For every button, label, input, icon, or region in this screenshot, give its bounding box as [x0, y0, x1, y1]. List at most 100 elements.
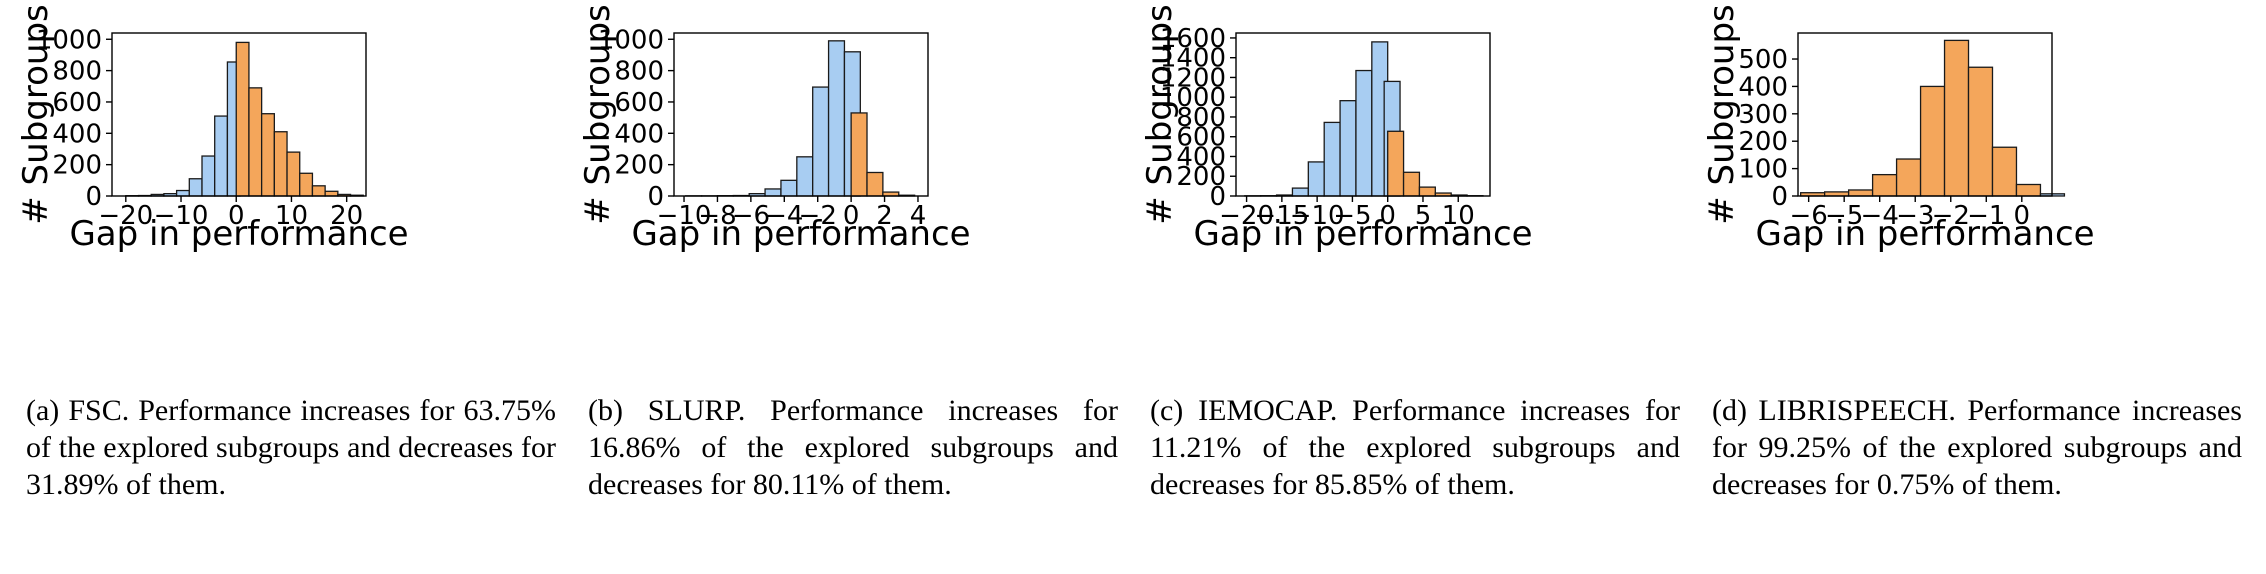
histogram-bar-2: [1847, 189, 1874, 197]
y-tick-label: 1000: [36, 25, 102, 55]
histogram-bar-12: [1418, 186, 1436, 197]
y-axis-label: # Subgroups: [16, 4, 56, 224]
y-tick-label: 600: [1176, 123, 1226, 153]
histogram-bar-6: [1943, 39, 1970, 197]
plot-frame: [673, 32, 929, 197]
histogram-bar-5: [1919, 85, 1946, 197]
histogram-bar-5: [764, 188, 782, 197]
x-tick-label: 0: [843, 201, 860, 231]
caption-librispeech: (d) LIBRISPEECH. Performance increases f…: [1712, 394, 2242, 501]
y-tick-label: 1200: [1160, 63, 1226, 93]
histogram-bar-4: [1895, 158, 1922, 197]
y-tick-label: 400: [614, 119, 664, 149]
x-tick-label: −3: [1896, 201, 1934, 231]
y-tick-label: 1000: [1160, 83, 1226, 113]
histogram-bar-11: [850, 112, 868, 197]
y-tick-label: 200: [614, 151, 664, 181]
caption-slurp: (b) SLURP. Performance increases for 16.…: [588, 394, 1118, 501]
histogram-bar-4: [175, 189, 190, 197]
histogram-bar-4: [1307, 161, 1325, 197]
x-tick-label: −5: [1333, 201, 1371, 231]
histogram-bar-11: [260, 113, 275, 197]
x-tick-label: −10: [657, 201, 712, 231]
x-tick-label: −15: [1254, 201, 1309, 231]
x-tick-label: 0: [1379, 201, 1396, 231]
y-tick-label: 500: [1738, 45, 1788, 75]
histogram-bar-12: [273, 131, 288, 197]
histogram-bar-3: [1291, 187, 1309, 197]
y-tick-label: 0: [85, 182, 102, 212]
histogram-bar-10: [248, 87, 263, 197]
histogram-bar-15: [311, 185, 326, 197]
x-tick-label: −1: [1967, 201, 2005, 231]
histogram-bar-7: [214, 115, 229, 197]
y-tick-label: 200: [1738, 127, 1788, 157]
histogram-bar-8: [1991, 146, 2018, 197]
histogram-bar-9: [2015, 183, 2042, 197]
histogram-bar-7: [1355, 69, 1373, 197]
y-tick-label: 800: [614, 57, 664, 87]
histogram-bar-16: [324, 190, 339, 197]
y-axis-label: # Subgroups: [1140, 4, 1180, 224]
x-tick-label: 10: [275, 201, 308, 231]
x-axis-label: Gap in performance: [69, 214, 408, 254]
caption-fsc: (a) FSC. Performance increases for 63.75…: [26, 394, 556, 501]
histogram-bar-11: [1402, 171, 1421, 197]
x-tick-label: −10: [154, 201, 209, 231]
x-tick-label: −10: [1290, 201, 1345, 231]
y-tick-label: 300: [1738, 100, 1788, 130]
histogram-bar-7: [1967, 66, 1994, 197]
y-tick-label: 0: [1209, 182, 1226, 212]
y-tick-label: 1400: [1160, 44, 1226, 74]
x-tick-label: 2: [876, 201, 893, 231]
x-tick-label: −4: [765, 201, 803, 231]
panel-iemocap: −20 −15 −10 −5 0 5 10 0 200 400 600 800 1000 1200 1400…: [1124, 0, 1684, 574]
x-tick-label: −20: [1219, 201, 1274, 231]
x-tick-label: −4: [1861, 201, 1899, 231]
histogram-bar-5: [188, 178, 203, 197]
histogram-bar-10: [1387, 130, 1405, 197]
y-tick-label: 200: [1176, 162, 1226, 192]
x-tick-label: 20: [330, 201, 363, 231]
histogram-iemocap: −20−15−10−5 0 5 100200400600800100012001400…: [1140, 4, 1533, 254]
panel-fsc: −20 −10 0 10 20 0 200 400 600 800 1000 Gap in perfo…: [0, 0, 560, 574]
x-tick-label: −5: [1825, 201, 1863, 231]
x-axis-label: Gap in performance: [1193, 214, 1532, 254]
y-tick-label: 0: [1771, 182, 1788, 212]
histogram-bar-12: [866, 171, 884, 197]
x-tick-label: −20: [98, 201, 153, 231]
x-tick-label: −6: [1789, 201, 1827, 231]
histogram-bar-7: [796, 156, 814, 197]
x-axis-label: Gap in performance: [1755, 214, 2094, 254]
histogram-bar-3: [1871, 173, 1898, 197]
plot-frame: [111, 32, 367, 197]
x-axis-label: Gap in performance: [631, 214, 970, 254]
histogram-bar-6: [1339, 100, 1357, 197]
y-tick-label: 800: [52, 57, 102, 87]
histogram-bar-6: [201, 155, 216, 197]
y-tick-label: 400: [1738, 72, 1788, 102]
x-tick-label: 5: [1415, 201, 1432, 231]
y-tick-label: 100: [1738, 155, 1788, 185]
panel-slurp: −10 −8 −6 −4 −2 0 2 4 0 200 400 600 800 1000 Gap in pe…: [562, 0, 1122, 574]
plot-frame: [1235, 32, 1491, 197]
caption-iemocap: (c) IEMOCAP. Performance increases for 1…: [1150, 394, 1680, 501]
y-tick-label: 400: [1176, 142, 1226, 172]
x-tick-label: 4: [910, 201, 927, 231]
x-tick-label: −8: [698, 201, 736, 231]
y-tick-label: 1600: [1160, 24, 1226, 54]
y-tick-label: 1000: [598, 25, 664, 55]
x-tick-label: 0: [228, 201, 245, 231]
panel-librispeech: −6 −5 −4 −3 −2 −1 0 0 100 200 300 400 500 Gap in perf…: [1686, 0, 2246, 574]
y-tick-label: 400: [52, 119, 102, 149]
y-axis-label: # Subgroups: [578, 4, 618, 224]
y-tick-label: 600: [52, 88, 102, 118]
y-axis-label: # Subgroups: [1702, 4, 1742, 224]
histogram-bar-9: [235, 41, 250, 197]
x-tick-label: 0: [2014, 201, 2031, 231]
y-tick-label: 600: [614, 88, 664, 118]
x-tick-label: −2: [799, 201, 837, 231]
